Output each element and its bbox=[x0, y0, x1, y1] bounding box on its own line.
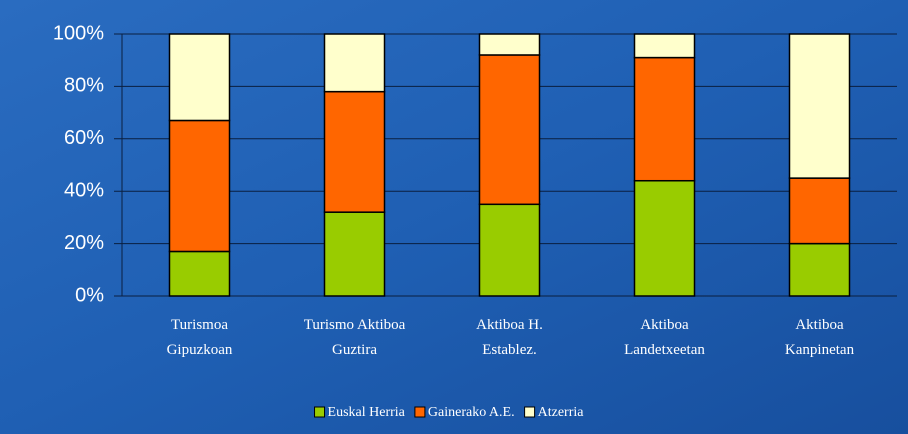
legend-label: Euskal Herria bbox=[328, 405, 406, 420]
bar-segment bbox=[323, 33, 386, 93]
x-tick-label: Turismo Aktiboa Guztira bbox=[304, 317, 406, 358]
y-tick-label: 80% bbox=[64, 75, 104, 97]
legend-swatch bbox=[414, 406, 426, 418]
x-tick-label: Aktiboa Kanpinetan bbox=[785, 317, 855, 358]
bar-segment bbox=[633, 179, 696, 297]
x-tick-label-line: Aktiboa H. bbox=[476, 317, 543, 333]
bar-segment bbox=[478, 54, 541, 206]
x-tick-label-line: Gipuzkoan bbox=[167, 342, 233, 358]
x-tick-label: Turismoa Gipuzkoan bbox=[167, 317, 233, 358]
legend-label: Atzerria bbox=[538, 405, 585, 420]
y-tick-label: 20% bbox=[64, 232, 104, 254]
x-tick-label-line: Kanpinetan bbox=[785, 342, 855, 358]
legend-label: Gainerako A.E. bbox=[428, 405, 515, 420]
bar-segment bbox=[323, 90, 386, 213]
bar-segment bbox=[168, 119, 231, 253]
bar-segment bbox=[788, 177, 851, 245]
x-tick-label: Aktiboa Landetxeetan bbox=[624, 317, 705, 358]
legend-swatch bbox=[524, 406, 536, 418]
x-tick-label: Aktiboa H. Establez. bbox=[476, 317, 543, 358]
bar-segment bbox=[478, 203, 541, 297]
bar-segment bbox=[168, 250, 231, 297]
legend: Euskal Herria Gainerako A.E. Atzerria bbox=[314, 405, 585, 420]
bar-segment bbox=[788, 33, 851, 179]
x-tick-label-line: Establez. bbox=[482, 342, 537, 358]
bar-segment bbox=[168, 33, 231, 122]
legend-swatch bbox=[314, 406, 326, 418]
bar-segment bbox=[323, 211, 386, 297]
x-tick-label-line: Aktiboa bbox=[795, 317, 844, 333]
bar-segment bbox=[478, 33, 541, 56]
x-tick-label-line: Turismoa bbox=[171, 317, 228, 333]
y-tick-label: 0% bbox=[75, 284, 104, 306]
x-tick-label-line: Landetxeetan bbox=[624, 342, 705, 358]
bar-segment bbox=[633, 56, 696, 182]
x-tick-label-line: Guztira bbox=[332, 342, 377, 358]
bar-segment bbox=[788, 242, 851, 297]
y-tick-label: 60% bbox=[64, 127, 104, 149]
y-tick-label: 100% bbox=[53, 22, 104, 44]
x-tick-label-line: Aktiboa bbox=[640, 317, 689, 333]
bar-segment bbox=[633, 33, 696, 59]
x-tick-label-line: Turismo Aktiboa bbox=[304, 317, 406, 333]
y-tick-label: 40% bbox=[64, 179, 104, 201]
